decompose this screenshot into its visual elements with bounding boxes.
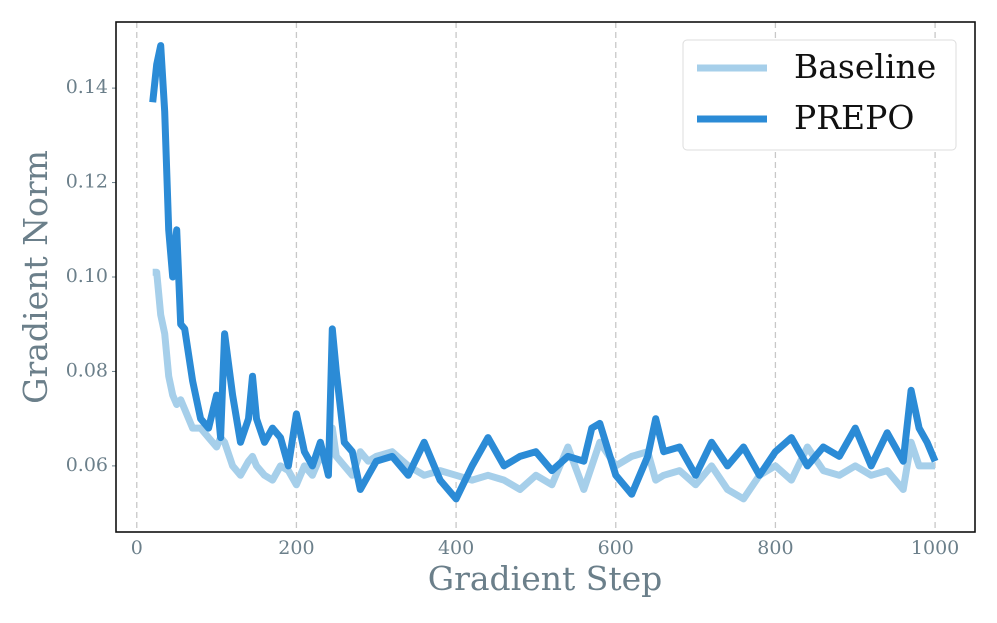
x-tick-label: 800 [757, 537, 793, 559]
y-tick-label: 0.06 [66, 454, 108, 476]
legend-label: PREPO [794, 98, 914, 137]
y-tick-label: 0.14 [66, 76, 108, 98]
y-axis-label: Gradient Norm [16, 150, 55, 404]
y-tick-label: 0.10 [66, 265, 108, 287]
y-tick-label: 0.12 [66, 171, 108, 193]
x-tick-label: 200 [278, 537, 314, 559]
legend: Baseline PREPO [682, 39, 957, 151]
x-axis-label: Gradient Step [428, 559, 663, 598]
line-series [152, 268, 936, 503]
x-tick-label: 400 [438, 537, 474, 559]
x-tick-label: 0 [131, 537, 143, 559]
x-tick-label: 600 [598, 537, 634, 559]
x-tick-label: 1000 [911, 537, 959, 559]
legend-label: Baseline [794, 47, 936, 86]
plot-frame [115, 21, 976, 533]
line-series [149, 42, 939, 503]
y-tick-label: 0.08 [66, 359, 108, 381]
